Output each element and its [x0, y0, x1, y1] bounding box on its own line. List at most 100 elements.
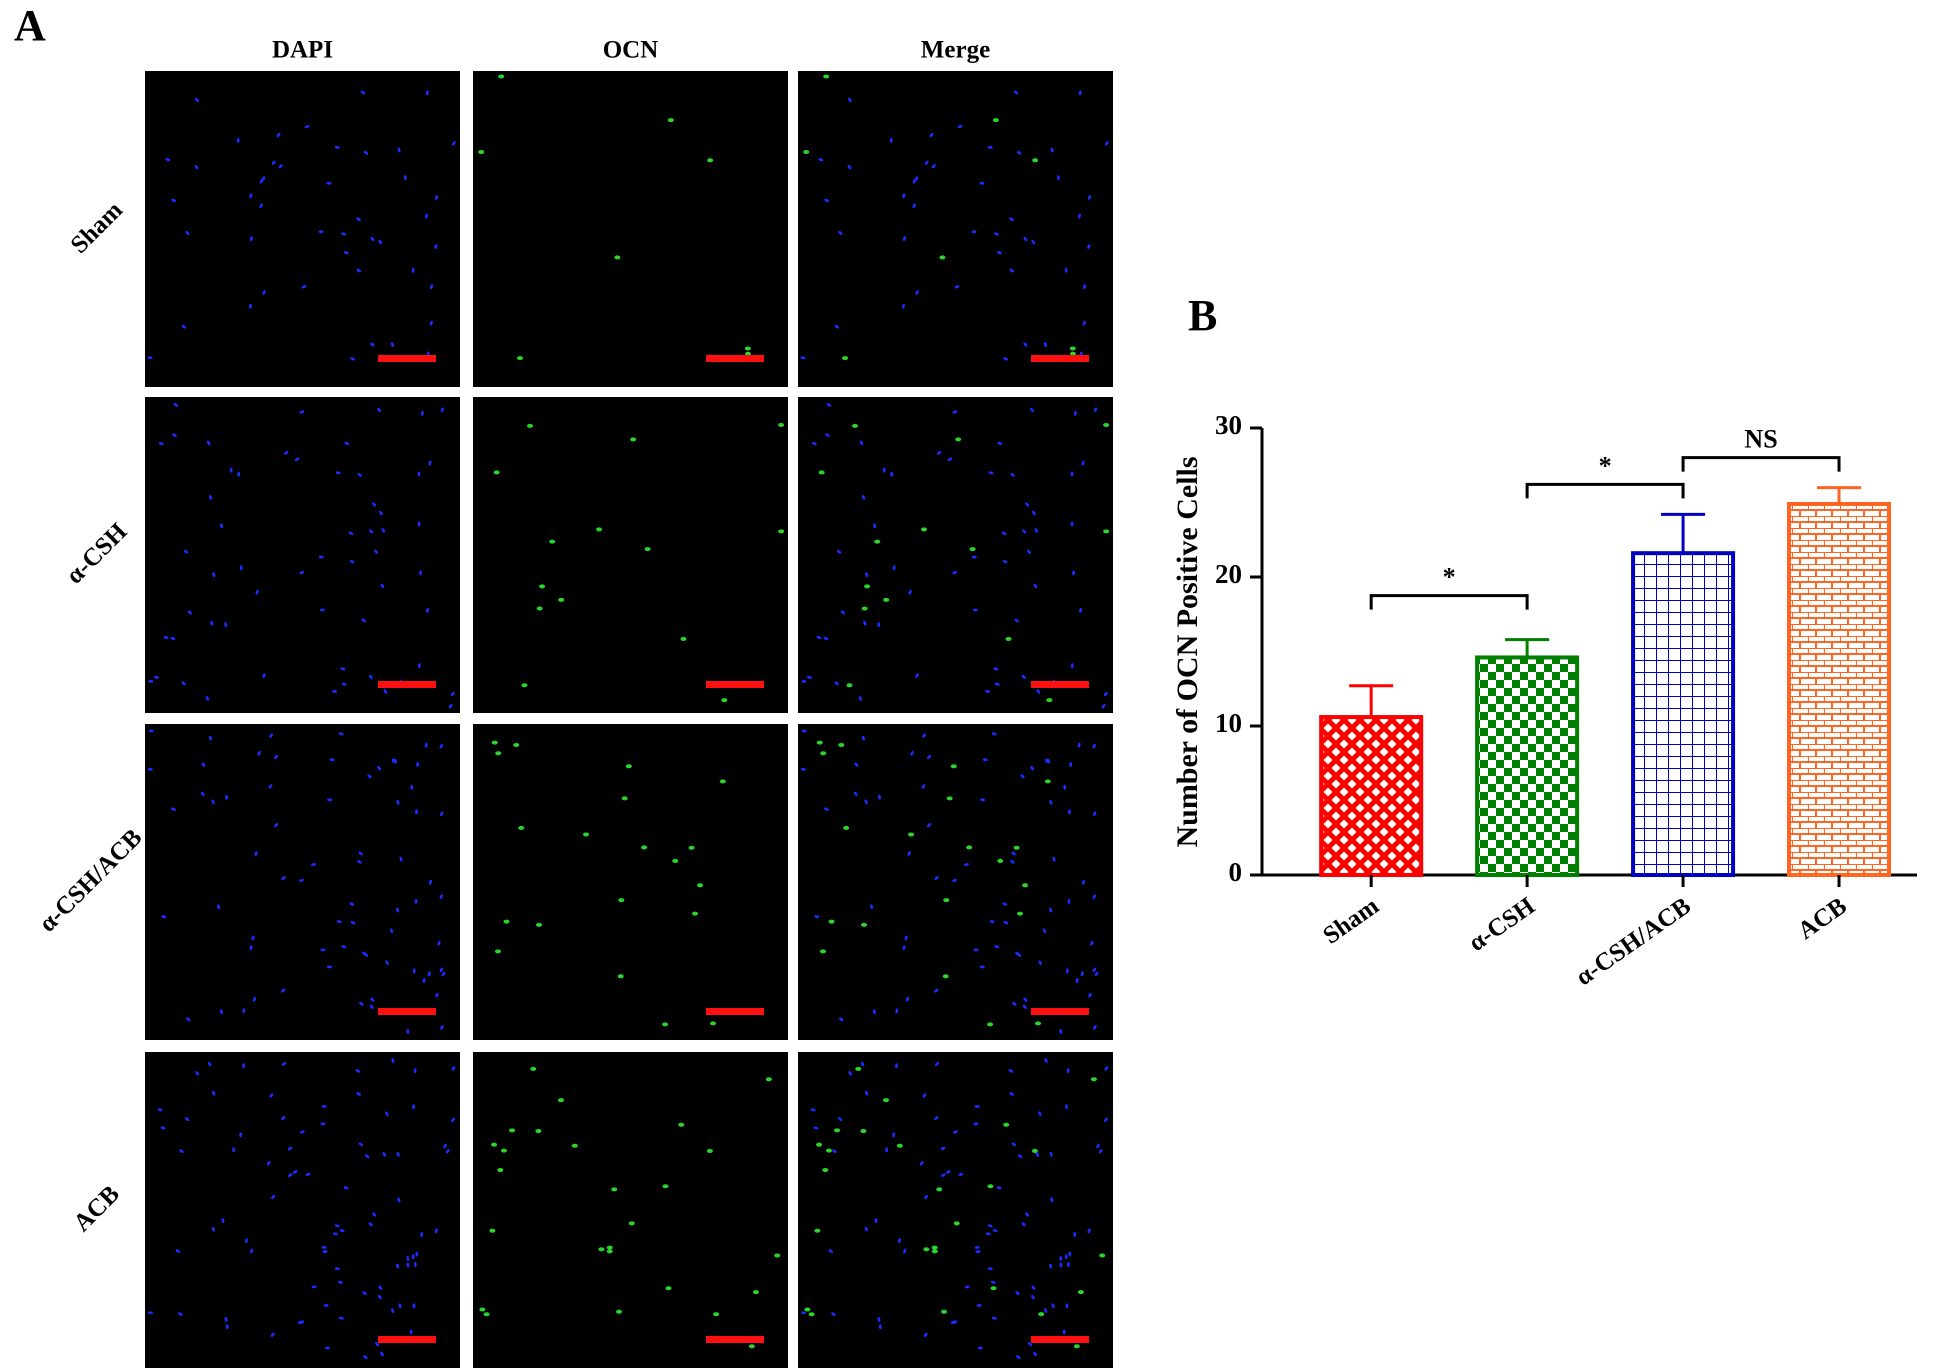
- nucleus: [964, 1285, 970, 1289]
- nucleus: [1011, 851, 1016, 856]
- nucleus: [839, 1017, 844, 1022]
- nucleus: [343, 1186, 349, 1190]
- nucleus: [905, 996, 910, 1002]
- nucleus: [1093, 407, 1098, 413]
- nucleus: [1059, 1262, 1063, 1268]
- nucleus: [451, 1117, 455, 1123]
- nucleus: [271, 1194, 275, 1200]
- nucleus: [1016, 150, 1022, 155]
- nucleus: [411, 267, 415, 273]
- nucleus: [205, 696, 210, 701]
- nucleus: [441, 971, 446, 977]
- nucleus: [440, 1025, 444, 1030]
- nucleus: [837, 549, 842, 554]
- nucleus: [892, 565, 896, 571]
- nucleus: [1075, 978, 1079, 984]
- nucleus: [1067, 898, 1071, 904]
- micrograph: [798, 71, 1113, 387]
- nucleus: [397, 147, 401, 153]
- nucleus: [937, 450, 942, 455]
- nucleus: [1087, 1228, 1091, 1234]
- nucleus: [1009, 268, 1014, 273]
- nucleus: [989, 920, 995, 924]
- nucleus: [396, 1151, 400, 1157]
- nucleus: [1023, 342, 1028, 347]
- nucleus: [987, 1224, 993, 1228]
- nucleus: [1013, 90, 1019, 95]
- nucleus: [271, 160, 276, 165]
- scale-bar: [706, 681, 764, 688]
- nucleus: [1016, 1355, 1021, 1360]
- ocn-signal: [713, 1312, 720, 1317]
- ocn-signal: [621, 796, 628, 801]
- nucleus: [1050, 147, 1054, 153]
- ocn-signal: [825, 1148, 832, 1153]
- nucleus: [814, 915, 820, 919]
- nucleus: [921, 784, 926, 789]
- ocn-signal: [1099, 1253, 1106, 1258]
- nucleus: [299, 410, 305, 414]
- ocn-signal: [493, 470, 500, 475]
- nucleus: [440, 407, 445, 413]
- nucleus: [865, 1090, 869, 1096]
- nucleus: [391, 1308, 395, 1313]
- nucleus: [370, 342, 375, 347]
- nucleus: [274, 823, 279, 828]
- ocn-signal: [606, 1245, 613, 1250]
- nucleus: [923, 1332, 928, 1338]
- nucleus: [269, 1093, 274, 1098]
- nucleus: [323, 1304, 329, 1307]
- ocn-signal: [1046, 698, 1053, 703]
- nucleus: [1090, 940, 1094, 946]
- nucleus: [903, 1248, 907, 1254]
- nucleus: [311, 1285, 317, 1289]
- nucleus: [1025, 502, 1030, 507]
- nucleus: [369, 529, 374, 534]
- ocn-signal: [527, 423, 534, 428]
- nucleus: [281, 988, 286, 993]
- nucleus: [878, 794, 881, 800]
- nucleus: [338, 732, 344, 736]
- ocn-signal: [1069, 351, 1076, 356]
- nucleus: [1059, 1256, 1063, 1261]
- ocn-signal: [752, 1290, 759, 1295]
- nucleus: [801, 679, 807, 683]
- ocn-signal: [521, 683, 528, 688]
- ocn-signal: [861, 922, 868, 927]
- bar: [1319, 715, 1424, 877]
- nucleus: [217, 904, 221, 910]
- nucleus: [1104, 1117, 1108, 1123]
- nucleus: [838, 231, 843, 235]
- ocn-signal: [662, 1184, 669, 1189]
- nucleus: [225, 794, 228, 800]
- nucleus: [201, 762, 206, 768]
- nucleus: [211, 1226, 215, 1232]
- nucleus: [319, 608, 325, 612]
- nucleus: [994, 232, 999, 236]
- nucleus: [343, 251, 349, 255]
- nucleus: [259, 203, 263, 209]
- nucleus: [334, 1267, 340, 1271]
- nucleus: [861, 735, 866, 741]
- nucleus: [1049, 1151, 1053, 1157]
- nucleus: [426, 607, 430, 613]
- nucleus: [356, 217, 361, 221]
- nucleus: [292, 1170, 298, 1174]
- nucleus: [971, 230, 977, 234]
- nucleus: [381, 528, 386, 533]
- nucleus: [412, 1303, 416, 1309]
- nucleus: [363, 150, 369, 155]
- ocn-signal: [641, 845, 648, 850]
- ocn-signal: [942, 974, 949, 979]
- nucleus: [396, 907, 400, 913]
- ocn-signal: [923, 1247, 930, 1252]
- ocn-signal: [774, 1253, 781, 1258]
- nucleus: [415, 1251, 419, 1257]
- nucleus: [1027, 549, 1031, 554]
- ocn-signal: [478, 149, 485, 154]
- nucleus: [1003, 357, 1008, 361]
- ocn-signal: [558, 1098, 565, 1103]
- nucleus: [429, 320, 433, 326]
- nucleus: [974, 1246, 980, 1249]
- nucleus: [877, 1316, 881, 1322]
